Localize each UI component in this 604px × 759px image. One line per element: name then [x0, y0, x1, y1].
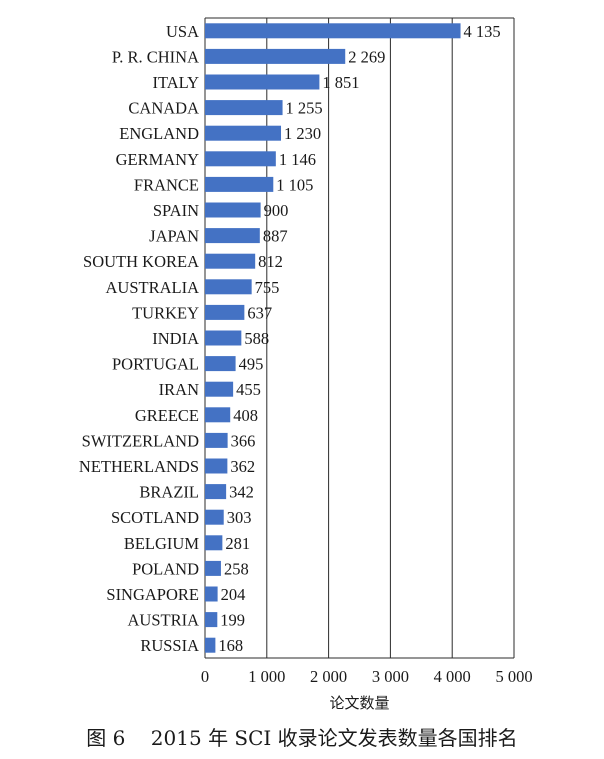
bar [205, 407, 231, 423]
value-label: 1 105 [276, 175, 313, 194]
value-label: 362 [230, 457, 255, 476]
value-label: 1 146 [279, 150, 316, 169]
category-label: P. R. CHINA [112, 47, 199, 66]
category-label: RUSSIA [140, 636, 199, 655]
bar [205, 484, 227, 500]
bar [205, 560, 221, 576]
bar [205, 23, 461, 39]
bar [205, 48, 346, 64]
grid-lines [204, 17, 515, 659]
category-label: SCOTLAND [111, 508, 199, 527]
category-label: TURKEY [132, 303, 199, 322]
category-label: GERMANY [116, 150, 200, 169]
category-label: NETHERLANDS [79, 457, 199, 476]
bar [205, 458, 228, 474]
value-labels: 4 135 2 269 1 851 1 255 1 230 1 146 1 105 900 88… [218, 22, 500, 655]
x-axis-title: 论文数量 [329, 694, 389, 712]
bar [205, 304, 245, 320]
category-label: JAPAN [149, 227, 199, 246]
category-label: ITALY [152, 73, 199, 92]
x-tick-label: 3 000 [372, 667, 409, 686]
value-label: 199 [220, 611, 245, 630]
x-tick-label: 0 [201, 667, 209, 686]
bar [205, 100, 283, 116]
figure-caption: 图 6 2015 年 SCI 收录论文发表数量各国排名 [86, 726, 518, 750]
bar [205, 125, 282, 141]
x-tick-label: 4 000 [434, 667, 471, 686]
value-label: 1 255 [286, 99, 323, 118]
category-label: CANADA [128, 99, 199, 118]
bar [205, 509, 224, 525]
category-label: AUSTRIA [127, 611, 199, 630]
category-label: IRAN [159, 380, 199, 399]
category-label: BELGIUM [124, 534, 199, 553]
value-label: 900 [264, 201, 289, 220]
value-label: 303 [227, 508, 252, 527]
value-label: 408 [233, 406, 258, 425]
value-label: 495 [239, 355, 264, 374]
value-label: 168 [218, 636, 243, 655]
x-tick-label: 5 000 [495, 667, 532, 686]
x-tick-labels: 0 1 000 2 000 3 000 4 000 5 000 [201, 667, 533, 686]
value-label: 1 230 [284, 124, 321, 143]
value-label: 588 [244, 329, 269, 348]
value-label: 281 [225, 534, 250, 553]
bar [205, 74, 320, 90]
x-tick-label: 2 000 [310, 667, 347, 686]
bars [205, 23, 461, 653]
bar [205, 228, 260, 244]
bar [205, 586, 218, 602]
category-label: PORTUGAL [112, 355, 199, 374]
category-label: AUSTRALIA [106, 278, 200, 297]
value-label: 755 [255, 278, 280, 297]
bar [205, 612, 218, 628]
value-label: 455 [236, 380, 261, 399]
bar [205, 637, 216, 653]
value-label: 4 135 [464, 22, 501, 41]
category-label: SPAIN [153, 201, 199, 220]
value-label: 1 851 [322, 73, 359, 92]
category-label: BRAZIL [139, 483, 199, 502]
category-label: ENGLAND [119, 124, 199, 143]
value-label: 258 [224, 559, 249, 578]
category-label: SINGAPORE [106, 585, 199, 604]
bar [205, 432, 228, 448]
bar [205, 253, 256, 269]
bar-chart: USA P. R. CHINA ITALY CANADA ENGLAND GERMANY F… [79, 17, 533, 712]
bar [205, 176, 274, 192]
x-tick-label: 1 000 [248, 667, 285, 686]
category-label: USA [166, 22, 199, 41]
category-label: GREECE [135, 406, 199, 425]
value-label: 637 [247, 303, 272, 322]
value-label: 2 269 [348, 47, 385, 66]
value-label: 812 [258, 252, 283, 271]
value-label: 366 [231, 431, 256, 450]
bar [205, 535, 223, 551]
bar [205, 330, 242, 346]
value-label: 342 [229, 483, 254, 502]
bar [205, 151, 276, 167]
bar [205, 356, 236, 372]
bar [205, 381, 234, 397]
category-label: FRANCE [134, 175, 199, 194]
bar [205, 202, 261, 218]
value-label: 887 [263, 227, 288, 246]
value-label: 204 [221, 585, 246, 604]
category-label: SOUTH KOREA [83, 252, 199, 271]
category-label: SWITZERLAND [82, 431, 199, 450]
category-labels: USA P. R. CHINA ITALY CANADA ENGLAND GERMANY F… [79, 22, 199, 655]
category-label: POLAND [132, 559, 199, 578]
bar [205, 279, 252, 295]
category-label: INDIA [152, 329, 199, 348]
